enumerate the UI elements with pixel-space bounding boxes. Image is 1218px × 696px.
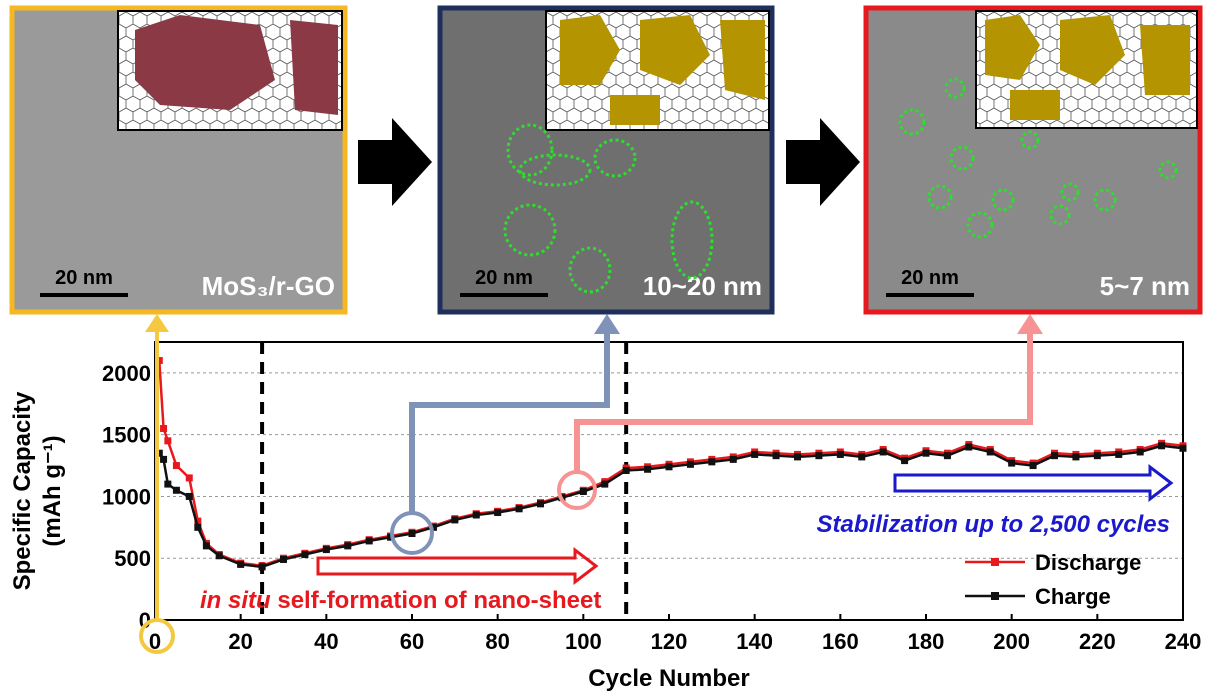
point <box>1008 460 1015 467</box>
point <box>366 537 373 544</box>
point <box>186 493 193 500</box>
point <box>301 551 308 558</box>
y-tick-label: 2000 <box>102 361 151 386</box>
point <box>580 488 587 495</box>
panel-2: 20 nm 10~20 nm <box>440 8 772 312</box>
panel-1: 20 nm MoS₃/r-GO <box>12 8 345 312</box>
point <box>880 448 887 455</box>
point <box>537 500 544 507</box>
point <box>601 481 608 488</box>
arrow <box>786 118 860 206</box>
point <box>160 425 167 432</box>
point <box>323 546 330 553</box>
x-tick-label: 80 <box>485 629 509 654</box>
x-tick-label: 60 <box>400 629 424 654</box>
point <box>164 481 171 488</box>
point <box>1030 462 1037 469</box>
point <box>1072 453 1079 460</box>
scale-bar-label: 20 nm <box>55 267 113 289</box>
point <box>1180 445 1187 452</box>
x-tick-label: 140 <box>736 629 773 654</box>
x-tick-label: 180 <box>908 629 945 654</box>
point <box>708 458 715 465</box>
legend-marker <box>991 592 999 600</box>
y-axis-label: Specific Capacity <box>9 391 36 590</box>
x-tick-label: 200 <box>993 629 1030 654</box>
y-tick-label: 500 <box>114 546 151 571</box>
point <box>815 452 822 459</box>
y-tick-label: 1500 <box>102 423 151 448</box>
point <box>1094 452 1101 459</box>
point <box>901 457 908 464</box>
annotation: in situ self-formation of nano-sheet <box>200 587 601 614</box>
point <box>1051 452 1058 459</box>
point <box>623 467 630 474</box>
arrow <box>358 118 432 206</box>
point <box>186 474 193 481</box>
annotation-part: in situ <box>200 587 271 614</box>
point <box>1115 451 1122 458</box>
panel-label: 5~7 nm <box>1100 271 1190 301</box>
x-tick-label: 160 <box>822 629 859 654</box>
point <box>944 452 951 459</box>
point <box>730 456 737 463</box>
x-axis-label: Cycle Number <box>588 665 749 691</box>
point <box>494 509 501 516</box>
x-tick-label: 240 <box>1165 629 1202 654</box>
point <box>751 451 758 458</box>
point <box>687 461 694 468</box>
scale-bar-label: 20 nm <box>475 267 533 289</box>
point <box>644 466 651 473</box>
legend-label: Charge <box>1035 584 1111 609</box>
point <box>280 556 287 563</box>
point <box>409 530 416 537</box>
point <box>473 511 480 518</box>
point <box>237 561 244 568</box>
point <box>773 452 780 459</box>
point <box>923 450 930 457</box>
x-tick-label: 20 <box>228 629 252 654</box>
point <box>858 453 865 460</box>
point <box>203 542 210 549</box>
point <box>173 487 180 494</box>
legend-label: Discharge <box>1035 550 1141 575</box>
point <box>173 462 180 469</box>
point <box>1137 448 1144 455</box>
y-axis-label: (mAh g⁻¹) <box>39 435 66 546</box>
x-tick-label: 100 <box>565 629 602 654</box>
point <box>160 456 167 463</box>
scale-bar-label: 20 nm <box>901 267 959 289</box>
panel-label: 10~20 nm <box>643 271 762 301</box>
legend-marker <box>991 558 999 566</box>
y-tick-label: 1000 <box>102 484 151 509</box>
panel-label: MoS₃/r-GO <box>202 271 335 301</box>
point <box>344 542 351 549</box>
point <box>194 524 201 531</box>
point <box>516 505 523 512</box>
figure: 20 nm MoS₃/r-GO 20 nm 10~20 nm 20 nm 5~7… <box>0 0 1218 691</box>
point <box>965 444 972 451</box>
panel-3: 20 nm 5~7 nm <box>866 8 1200 312</box>
point <box>1158 442 1165 449</box>
point <box>259 563 266 570</box>
x-tick-label: 120 <box>651 629 688 654</box>
annotation: Stabilization up to 2,500 cycles <box>817 511 1170 538</box>
point <box>837 451 844 458</box>
point <box>164 437 171 444</box>
point <box>987 448 994 455</box>
point <box>451 516 458 523</box>
point <box>666 463 673 470</box>
annotation-part: self-formation of nano-sheet <box>271 587 602 614</box>
point <box>794 453 801 460</box>
x-tick-label: 220 <box>1079 629 1116 654</box>
point <box>216 552 223 559</box>
x-tick-label: 40 <box>314 629 338 654</box>
